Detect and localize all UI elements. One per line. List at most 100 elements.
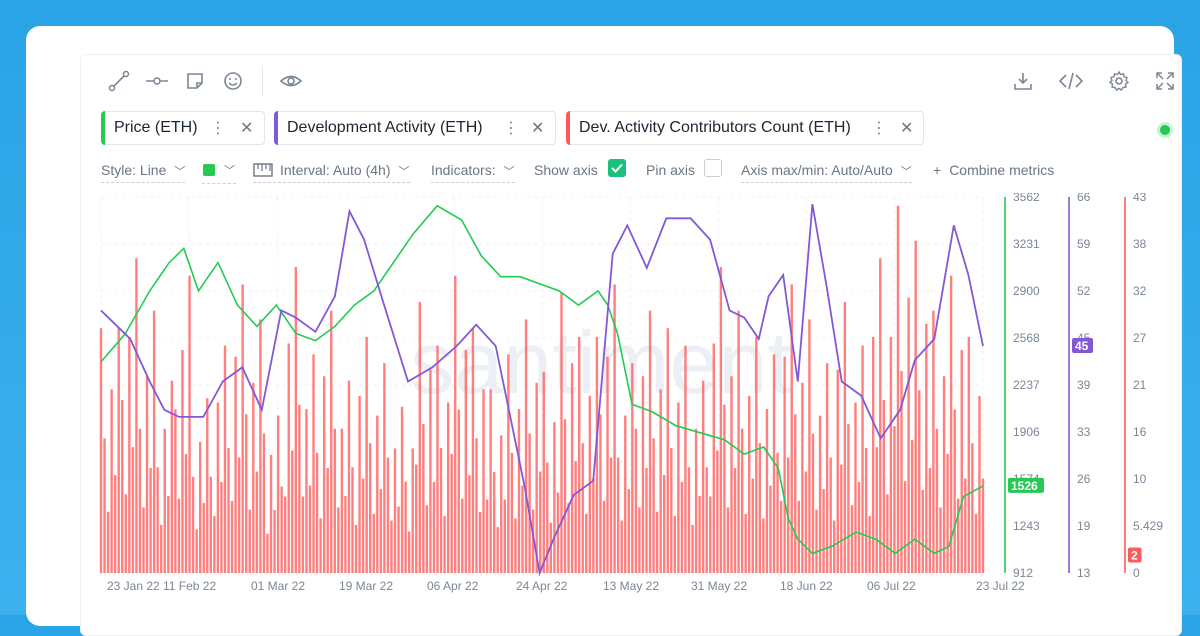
- y-axis-tick-label: 38: [1133, 237, 1147, 251]
- color-select[interactable]: ﹀: [202, 162, 236, 184]
- y-axis-tick-label: 912: [1013, 566, 1033, 580]
- y-axis-tick-label: 2237: [1013, 378, 1040, 392]
- sticky-note-icon[interactable]: [181, 67, 209, 95]
- emoji-icon[interactable]: [219, 67, 247, 95]
- contributors-bar: [609, 457, 613, 573]
- line-tool-icon[interactable]: [105, 67, 133, 95]
- combine-metrics-label: Combine metrics: [949, 162, 1055, 178]
- contributors-bar: [234, 356, 237, 573]
- contributors-bar: [854, 402, 857, 573]
- close-icon[interactable]: ✕: [531, 120, 545, 137]
- last-value-badge: [1072, 337, 1093, 353]
- contributors-bar: [652, 438, 655, 573]
- contributors-bar: [879, 258, 882, 573]
- y-axis-tick-label: 27: [1133, 331, 1147, 345]
- contributors-bar: [868, 516, 871, 573]
- chart-canvas[interactable]: santiment 356232312900256822371906157412…: [81, 193, 1181, 613]
- show-axis-checkbox[interactable]: [608, 159, 626, 177]
- contributors-bar: [252, 382, 255, 573]
- contributors-bar: [163, 428, 166, 573]
- metric-menu-icon[interactable]: ⋮: [503, 120, 519, 137]
- download-icon[interactable]: [1009, 67, 1037, 95]
- metric-menu-icon[interactable]: ⋮: [871, 120, 887, 137]
- contributors-bar: [418, 301, 421, 573]
- contributors-bar: [461, 498, 464, 573]
- style-select[interactable]: Style: Line ﹀: [101, 162, 186, 183]
- contributors-bar: [330, 310, 333, 573]
- contributors-bar: [574, 461, 577, 573]
- metric-tab-contributors[interactable]: Dev. Activity Contributors Count (ETH) ⋮…: [566, 111, 924, 145]
- contributors-bar: [670, 447, 673, 573]
- contributors-bar: [567, 503, 570, 573]
- x-axis-tick-label: 19 Mar 22: [339, 579, 393, 593]
- last-value-badge: [1128, 547, 1142, 563]
- contributors-bar: [783, 356, 786, 573]
- contributors-bar: [344, 496, 347, 573]
- contributors-bar: [291, 450, 294, 573]
- metric-menu-icon[interactable]: ⋮: [210, 120, 226, 137]
- y-axis-tick-label: 19: [1077, 519, 1091, 533]
- dev-activity-line: [100, 203, 984, 577]
- contributors-bar: [195, 529, 198, 573]
- contributors-bar: [429, 369, 432, 573]
- horizontal-ray-icon[interactable]: [143, 67, 171, 95]
- contributors-bar: [847, 423, 850, 573]
- embed-code-icon[interactable]: [1057, 67, 1085, 95]
- contributors-bar: [301, 496, 305, 573]
- pin-axis-label: Pin axis: [646, 162, 696, 178]
- settings-gear-icon[interactable]: [1105, 67, 1133, 95]
- contributors-bar: [160, 524, 163, 573]
- contributors-bar: [932, 310, 935, 573]
- combine-metrics-button[interactable]: + Combine metrics: [933, 162, 1054, 178]
- plus-icon: +: [933, 162, 942, 178]
- contributors-bar: [542, 371, 545, 573]
- contributors-bar: [485, 499, 489, 573]
- contributors-bar: [220, 482, 223, 573]
- contributors-bar: [577, 336, 581, 573]
- contributors-bar: [230, 500, 234, 573]
- close-icon[interactable]: ✕: [240, 120, 254, 137]
- metric-tab-price[interactable]: Price (ETH) ⋮ ✕: [101, 111, 265, 145]
- toolbar: [81, 55, 1181, 105]
- contributors-bar: [227, 447, 230, 573]
- contributors-bar: [198, 441, 202, 573]
- metric-tab-dev-activity[interactable]: Development Activity (ETH) ⋮ ✕: [274, 111, 556, 145]
- interval-label: Interval: Auto (4h): [280, 162, 391, 178]
- contributors-bar: [241, 284, 244, 573]
- metric-label: Dev. Activity Contributors Count (ETH): [579, 119, 851, 136]
- contributors-bar: [677, 402, 680, 573]
- contributors-bar: [663, 475, 666, 573]
- y-axis-tick-label: 13: [1077, 566, 1091, 580]
- contributors-bar: [305, 409, 308, 573]
- pin-axis-checkbox[interactable]: [704, 159, 722, 177]
- chart-widget: Price (ETH) ⋮ ✕ Development Activity (ET…: [80, 54, 1182, 636]
- contributors-bar: [131, 447, 135, 573]
- eye-icon[interactable]: [277, 67, 305, 95]
- fullscreen-icon[interactable]: [1151, 67, 1179, 95]
- x-axis-tick-label: 13 May 22: [603, 579, 659, 593]
- style-select-label: Style: Line: [101, 162, 167, 178]
- contributors-bar: [347, 380, 351, 573]
- x-axis-labels: 23 Jan 22 11 Feb 22 01 Mar 22 19 Mar 22 06 A…: [107, 579, 1025, 593]
- contributors-bar: [645, 468, 648, 573]
- contributors-bar: [521, 485, 524, 573]
- contributors-bar: [514, 518, 517, 573]
- contributors-bar: [864, 447, 868, 573]
- close-icon[interactable]: ✕: [900, 120, 914, 137]
- interval-select[interactable]: Interval: Auto (4h) ﹀: [253, 162, 410, 183]
- contributors-bar: [322, 376, 326, 573]
- contributors-bar: [680, 482, 684, 573]
- y-axis-tick-label: 26: [1077, 472, 1091, 486]
- contributors-bar: [170, 380, 174, 573]
- contributors-bar: [910, 440, 914, 573]
- contributors-bar: [184, 454, 188, 573]
- contributors-bar: [450, 454, 453, 573]
- x-axis-tick-label: 23 Jul 22: [976, 579, 1025, 593]
- indicators-select[interactable]: Indicators: ﹀: [431, 162, 515, 183]
- y-axis-tick-label: 16: [1133, 425, 1147, 439]
- contributors-bar: [372, 513, 375, 573]
- contributors-bar: [333, 428, 336, 573]
- contributors-bar: [907, 297, 910, 573]
- contributors-bar: [886, 494, 889, 573]
- axis-maxmin-select[interactable]: Axis max/min: Auto/Auto ﹀: [741, 162, 912, 183]
